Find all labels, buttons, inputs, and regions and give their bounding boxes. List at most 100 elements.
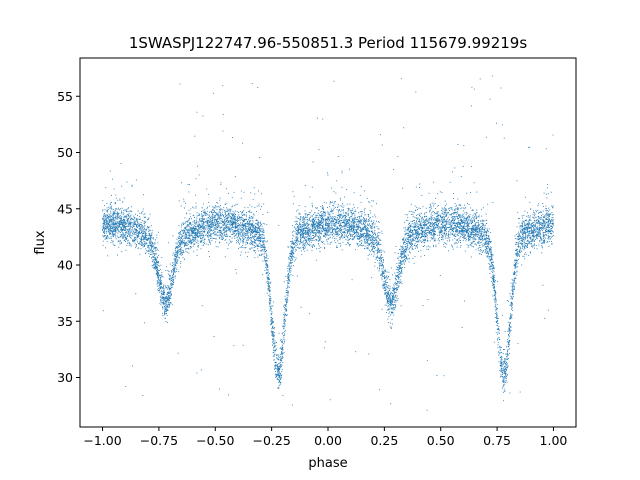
data-point [488,263,490,265]
data-point [377,236,379,238]
data-point [172,277,174,279]
data-point [373,251,375,253]
data-point [421,228,423,230]
data-point [104,209,106,211]
data-point [362,233,364,235]
data-point [183,229,185,231]
data-point [184,221,186,223]
data-point [438,238,439,240]
data-point [275,373,277,375]
data-point [371,239,373,240]
data-point [390,304,392,306]
data-point [138,230,140,232]
data-point [227,244,229,246]
data-point [164,306,166,308]
data-point [433,228,435,230]
data-point [251,228,253,230]
data-point [309,229,310,230]
data-point [543,236,545,238]
data-point [301,250,303,252]
data-point [243,213,245,215]
data-point [403,261,405,262]
data-point [266,273,268,275]
data-point [302,232,304,234]
data-point [163,294,165,296]
data-point [135,244,137,245]
data-point [247,237,249,238]
data-point [540,235,541,237]
data-point [424,240,426,242]
data-point [176,251,178,252]
data-point [117,254,118,256]
data-point [494,299,496,301]
data-point [488,242,490,244]
data-point [303,240,305,242]
data-point [447,218,448,220]
data-point [522,220,524,222]
data-point [431,222,433,224]
data-point [445,215,447,217]
data-point [305,237,307,238]
data-point [350,233,352,235]
data-point [166,309,168,311]
data-point [355,221,357,223]
data-point [266,269,268,271]
data-point [494,305,496,307]
data-point [463,235,465,237]
data-point [283,326,285,328]
data-point [248,227,250,229]
data-point [538,220,540,221]
data-point [461,221,463,222]
data-point [526,224,528,226]
data-point [319,238,320,240]
data-point [501,356,502,358]
data-point [213,208,215,210]
data-point [489,267,491,269]
data-point [532,238,534,240]
data-point [231,227,233,228]
data-point [438,215,440,217]
data-point [309,216,311,218]
data-point [172,283,174,285]
data-point [420,250,422,252]
data-point [378,241,379,243]
data-point [174,261,176,263]
data-point [140,228,141,230]
data-point [522,245,524,247]
data-point [158,276,160,278]
data-point [280,364,282,366]
data-point [287,281,289,283]
data-point [543,232,545,233]
data-point [324,211,326,213]
data-point [277,358,279,360]
data-point [520,242,522,244]
data-point [214,228,216,230]
data-point [123,222,125,224]
data-point [494,316,496,318]
data-point [539,238,541,240]
data-point [166,308,168,310]
data-point [383,283,385,285]
data-point [508,328,510,330]
data-point [269,273,271,275]
data-point [522,217,524,219]
data-point [447,212,449,214]
data-point [148,249,150,251]
data-point [145,216,146,218]
data-point [398,282,400,284]
data-point [439,214,441,216]
data-point [443,245,445,247]
data-point [140,237,142,239]
data-point [485,230,487,232]
data-point [162,312,163,314]
data-point [222,211,223,213]
data-point [367,246,369,248]
data-point [242,233,244,235]
data-point [393,298,395,300]
data-point [318,225,320,226]
data-point [463,221,465,223]
data-point [290,243,292,245]
data-point [275,364,277,366]
data-point [313,239,315,241]
data-point [237,219,239,221]
